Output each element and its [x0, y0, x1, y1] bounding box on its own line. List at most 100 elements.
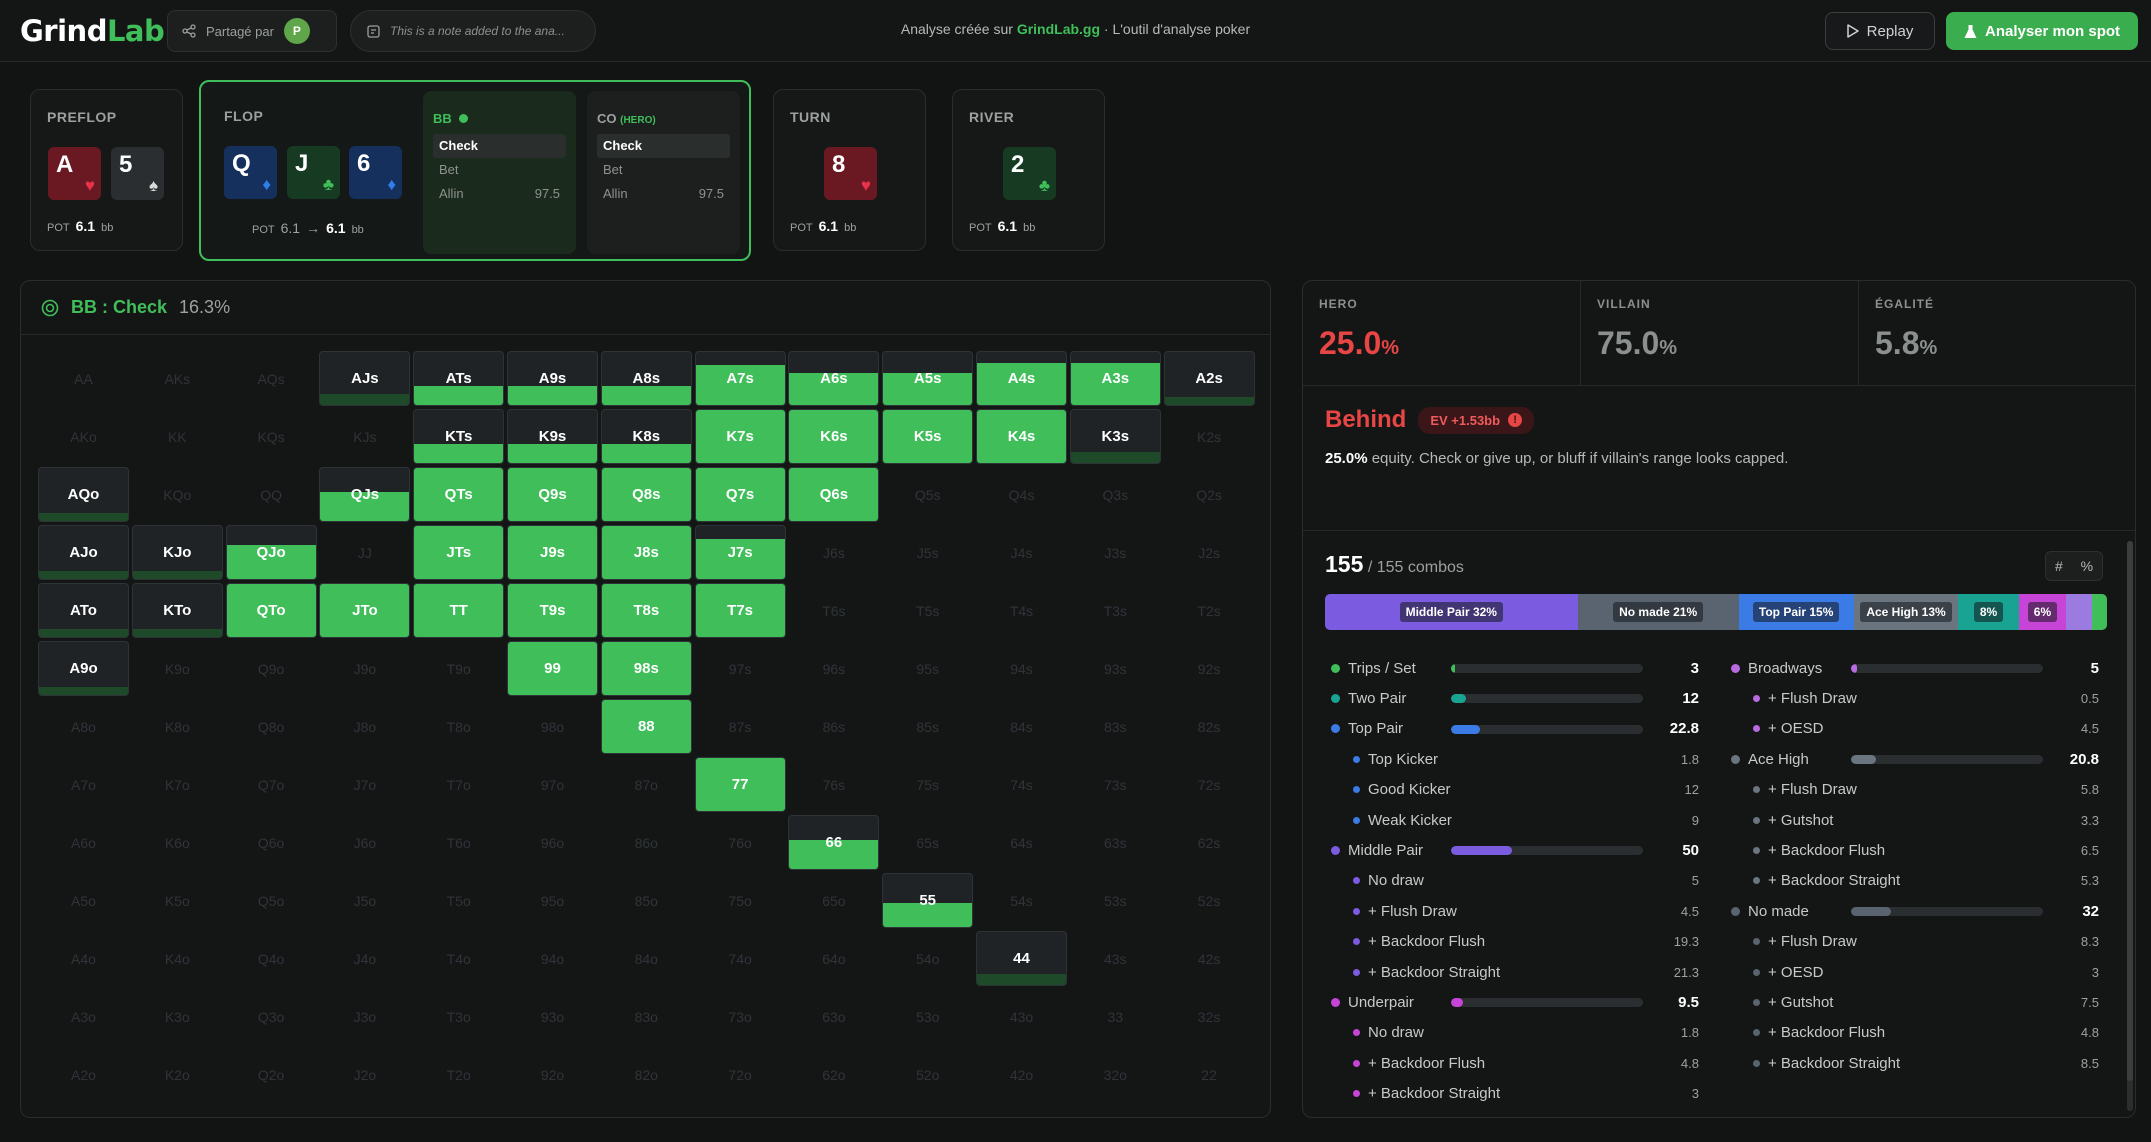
hand-cell[interactable]: A3s	[1069, 351, 1161, 406]
hand-cell[interactable]: A8s	[600, 351, 692, 406]
hand-cell[interactable]: Q3s	[1070, 467, 1161, 522]
hand-cell[interactable]: JJ	[319, 525, 410, 580]
hand-cell[interactable]: 73o	[695, 989, 786, 1044]
hand-cell[interactable]: 92o	[507, 1047, 598, 1102]
hand-cell[interactable]: A9s	[507, 351, 598, 406]
hand-cell[interactable]: 64o	[788, 931, 879, 986]
hand-cell[interactable]: 94o	[507, 931, 598, 986]
breakdown-item[interactable]: No made 32	[1731, 901, 2099, 921]
hand-cell[interactable]: 43o	[976, 989, 1067, 1044]
breakdown-item[interactable]: Middle Pair 50	[1331, 840, 1699, 860]
hand-cell[interactable]: QTo	[225, 583, 317, 638]
hand-cell[interactable]: 52s	[1164, 873, 1255, 928]
breakdown-subitem[interactable]: + Gutshot 7.5	[1753, 992, 2099, 1012]
hand-cell[interactable]: ATs	[413, 351, 505, 406]
category-segment[interactable]: 6%	[2018, 594, 2067, 630]
hand-cell[interactable]: J7o	[319, 757, 410, 812]
unit-toggle[interactable]: #%	[2045, 551, 2103, 581]
hand-cell[interactable]: T6s	[788, 583, 879, 638]
hand-cell[interactable]: 53o	[882, 989, 973, 1044]
breakdown-subitem[interactable]: + Flush Draw 5.8	[1753, 780, 2099, 800]
hand-cell[interactable]: J8s	[600, 525, 692, 580]
breakdown-subitem[interactable]: + Gutshot 3.3	[1753, 810, 2099, 830]
hand-cell[interactable]: T6o	[413, 815, 504, 870]
hand-cell[interactable]: Q6s	[788, 467, 880, 522]
hand-cell[interactable]: 95s	[882, 641, 973, 696]
breakdown-item[interactable]: Broadways 5	[1731, 658, 2099, 678]
hand-cell[interactable]: 87s	[695, 699, 786, 754]
hand-cell[interactable]: J3o	[319, 989, 410, 1044]
avatar[interactable]: P	[283, 18, 310, 44]
hand-cell[interactable]: Q5s	[882, 467, 973, 522]
brand-link[interactable]: GrindLab.gg	[1016, 21, 1101, 37]
hand-cell[interactable]: 97o	[507, 757, 598, 812]
hand-cell[interactable]: 66	[788, 815, 880, 870]
breakdown-item[interactable]: Underpair 9.5	[1331, 992, 1699, 1012]
hand-cell[interactable]: 86o	[601, 815, 692, 870]
hand-cell[interactable]: 93s	[1070, 641, 1161, 696]
hand-cell[interactable]: Q2o	[226, 1047, 317, 1102]
action-check[interactable]: Check	[597, 134, 730, 158]
hand-cell[interactable]: 43s	[1070, 931, 1161, 986]
hand-cell[interactable]: 53s	[1070, 873, 1161, 928]
hand-cell[interactable]: QQ	[226, 467, 317, 522]
hand-cell[interactable]: 88	[600, 699, 692, 754]
breakdown-item[interactable]: Two Pair 12	[1331, 688, 1699, 708]
hand-cell[interactable]: Q8o	[226, 699, 317, 754]
hand-cell[interactable]: KQs	[226, 409, 317, 464]
hand-cell[interactable]: A7s	[694, 351, 786, 406]
hand-cell[interactable]: T8o	[413, 699, 504, 754]
hand-cell[interactable]: JTs	[413, 525, 505, 580]
hand-cell[interactable]: Q2s	[1164, 467, 1255, 522]
hand-cell[interactable]: T9o	[413, 641, 504, 696]
hand-cell[interactable]: A2s	[1163, 351, 1255, 406]
breakdown-item[interactable]: Ace High 20.8	[1731, 749, 2099, 769]
hand-cell[interactable]: 65o	[788, 873, 879, 928]
hand-cell[interactable]: A5o	[38, 873, 129, 928]
hand-cell[interactable]: 98o	[507, 699, 598, 754]
hand-cell[interactable]: AQs	[226, 351, 317, 406]
street-turn[interactable]: TURN 8 ♥ POT 6.1 bb	[773, 89, 926, 251]
hand-cell[interactable]: KJo	[131, 525, 223, 580]
hand-cell[interactable]: T5s	[882, 583, 973, 638]
hand-cell[interactable]: AA	[38, 351, 129, 406]
hand-cell[interactable]: A3o	[38, 989, 129, 1044]
action-check[interactable]: Check	[433, 134, 566, 158]
hand-cell[interactable]: Q9s	[507, 467, 598, 522]
hand-cell[interactable]: AKs	[132, 351, 223, 406]
hand-cell[interactable]: J7s	[694, 525, 786, 580]
breakdown-subitem[interactable]: + Backdoor Flush 6.5	[1753, 840, 2099, 860]
category-segment[interactable]: 8%	[1958, 594, 2019, 630]
logo[interactable]: GrindLab	[20, 14, 165, 48]
hand-cell[interactable]: KTo	[131, 583, 223, 638]
hand-cell[interactable]: 84s	[976, 699, 1067, 754]
hand-cell[interactable]: T7o	[413, 757, 504, 812]
hand-cell[interactable]: Q7s	[694, 467, 786, 522]
action-bet[interactable]: Bet	[439, 162, 459, 177]
hand-cell[interactable]: KK	[132, 409, 223, 464]
hand-cell[interactable]: K4o	[132, 931, 223, 986]
hand-cell[interactable]: 42o	[976, 1047, 1067, 1102]
action-allin[interactable]: Allin 97.5	[439, 186, 560, 201]
hand-cell[interactable]: 96s	[788, 641, 879, 696]
hand-cell[interactable]: A4s	[976, 351, 1067, 406]
hand-cell[interactable]: J6s	[788, 525, 879, 580]
hand-cell[interactable]: 84o	[601, 931, 692, 986]
hand-cell[interactable]: K6o	[132, 815, 223, 870]
hand-cell[interactable]: K7s	[694, 409, 786, 464]
hand-cell[interactable]: 44	[976, 931, 1067, 986]
hand-cell[interactable]: 63o	[788, 989, 879, 1044]
hand-cell[interactable]: K2s	[1164, 409, 1255, 464]
hand-cell[interactable]: K8o	[132, 699, 223, 754]
hand-cell[interactable]: JTo	[319, 583, 411, 638]
hand-cell[interactable]: J5o	[319, 873, 410, 928]
action-panel-co[interactable]: CO (HERO) Check Bet Allin 97.5	[587, 91, 740, 254]
hand-cell[interactable]: Q9o	[226, 641, 317, 696]
category-segment[interactable]: Middle Pair 32%	[1325, 594, 1578, 630]
hand-cell[interactable]: T2o	[413, 1047, 504, 1102]
hand-cell[interactable]: T9s	[507, 583, 598, 638]
hand-cell[interactable]: 82o	[601, 1047, 692, 1102]
action-bet[interactable]: Bet	[603, 162, 623, 177]
hand-cell[interactable]: T4o	[413, 931, 504, 986]
percent-mode-button[interactable]: %	[2080, 558, 2094, 574]
